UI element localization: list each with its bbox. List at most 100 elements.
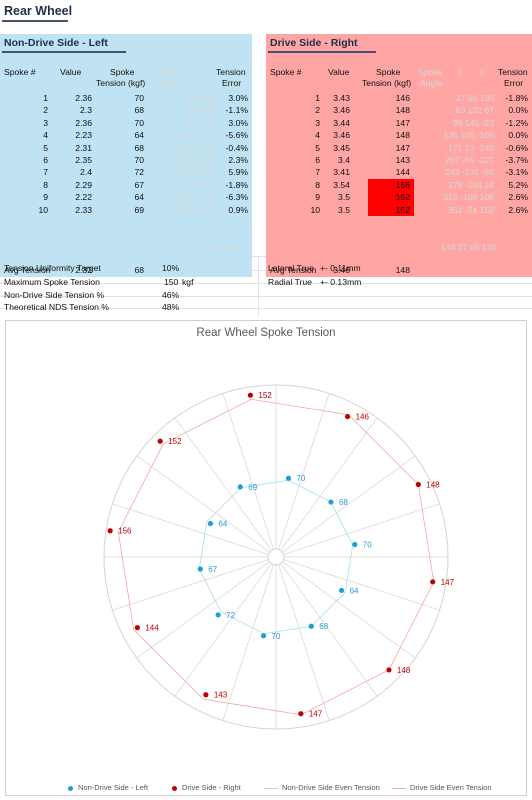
nds-point	[352, 541, 358, 548]
ds-row-value: 3.54	[333, 179, 350, 190]
ds-row-tension: 144	[395, 167, 410, 178]
nds-row-spoke: 4	[43, 130, 48, 141]
radial-true-label: Radial True	[268, 277, 312, 287]
ds-row-tension: 143	[395, 155, 410, 165]
nds-row-error: -1.1%	[225, 105, 248, 116]
max-tension-unit: kgf	[182, 277, 194, 287]
ds-avg-tension: 148	[395, 265, 410, 275]
nds-data-label: 70	[296, 474, 305, 483]
ds-row-highlight	[368, 203, 414, 216]
ds-row-value: 3.46	[333, 105, 350, 116]
ds-row-spoke: 7	[315, 167, 320, 178]
nds-row-value: 2.36	[75, 117, 92, 128]
nds-row-error: 2.3%	[228, 155, 248, 165]
ds-row-angle-xy: 135 105 -105	[443, 130, 494, 141]
ds-header-underline	[268, 51, 376, 53]
ds-row-angle-xy: 243 -131 -65	[445, 167, 494, 178]
nds-data-label: 64	[350, 586, 359, 595]
ds-col-angle-1: Spoke	[418, 67, 443, 77]
ds-point	[298, 711, 304, 717]
angular-gridline	[112, 503, 269, 555]
ds-point	[134, 625, 140, 631]
nds-row-spoke: 7	[43, 167, 48, 178]
ds-row-value: 3.41	[333, 167, 350, 178]
ds-even-tension-line	[117, 398, 435, 716]
nds-col-value: Value	[60, 67, 82, 77]
nds-row-tension: 70	[134, 155, 144, 165]
nds-data-label: 69	[248, 483, 257, 492]
nds-row-error: 5.9%	[228, 167, 248, 178]
ds-data-label: 152	[168, 437, 182, 446]
nds-header-underline	[2, 51, 126, 53]
legend-nds-even-label: Non-Drive Side Even Tension	[282, 783, 380, 792]
legend-ds-label: Drive Side - Right	[182, 783, 241, 792]
nds-row-error: -1.8%	[225, 179, 248, 190]
nds-row-tension: 70	[134, 117, 144, 128]
legend-nds-marker	[68, 786, 73, 791]
ds-data-label: 156	[118, 527, 132, 536]
legend-nds-even-marker	[264, 788, 278, 789]
nds-row-value: 2.4	[80, 167, 92, 178]
uniformity-label: Tension Uniformity Target	[4, 263, 101, 273]
nds-row-angle-xy: 225 -51 -51	[172, 167, 216, 178]
ds-row-tension: 147	[395, 142, 410, 153]
nds-point	[285, 475, 292, 481]
ds-row-error: 2.6%	[508, 192, 528, 203]
lateral-true-label: Lateral True	[268, 263, 314, 273]
ds-row-spoke: 1	[315, 93, 320, 103]
nds-row-spoke: 3	[43, 117, 48, 128]
ds-row-value: 3.5	[338, 192, 350, 203]
nds-row-angle-xy: 261 -66 -10	[172, 179, 216, 190]
angular-gridline	[136, 561, 270, 659]
ds-data-label: 152	[258, 391, 272, 400]
ds-row-tension: 146	[395, 93, 410, 103]
ds-point	[430, 579, 436, 585]
nds-row-value: 2.22	[75, 192, 92, 203]
nds-col-error-2: Error	[222, 78, 242, 88]
ds-row-angle-xy: 207 -65 -127	[445, 155, 494, 165]
ds-row-highlight	[368, 178, 414, 192]
angular-gridline	[174, 417, 272, 551]
ds-row-angle-xy: 315 -108 108	[443, 192, 494, 203]
legend-ds-even-label: Drive Side Even Tension	[410, 783, 492, 792]
ds-data-label: 143	[214, 691, 228, 700]
nds-row-tension: 64	[134, 192, 144, 203]
ds-row-error: -3.7%	[505, 155, 528, 165]
ds-row-spoke: 6	[315, 155, 320, 165]
radial-grid-inner	[267, 548, 285, 566]
nds-row-spoke: 5	[43, 142, 48, 153]
nds-row-error: 0.9%	[228, 204, 248, 215]
nds-row-tension: 68	[134, 105, 144, 116]
nds-row-angle-xy: 45 48 48	[182, 105, 216, 116]
ds-point	[107, 528, 113, 534]
chart-container[interactable]: Rear Wheel Spoke Tension 70 68 70 64 68 70 72 6…	[5, 320, 527, 796]
ds-row-angle-xy: 99 145 -23	[452, 117, 494, 128]
ds-row-value: 3.45	[333, 142, 350, 153]
ds-row-spoke: 8	[315, 179, 320, 190]
ds-row-error: -0.6%	[505, 142, 528, 153]
nds-row-error: -6.3%	[225, 192, 248, 203]
nds-row-angle-xy: 81 68 11	[183, 117, 216, 128]
nds-point	[215, 612, 221, 618]
ds-row-tension: 148	[395, 105, 410, 116]
nds-row-value: 2.29	[75, 179, 92, 190]
ds-data-label: 144	[145, 624, 159, 633]
ds-row-spoke: 2	[315, 105, 320, 116]
nds-row-tension: 64	[134, 130, 144, 141]
ds-row-highlight	[368, 191, 414, 204]
ds-data-label: 146	[356, 413, 370, 422]
ds-col-error-2: Error	[504, 78, 524, 88]
nds-row-error: -0.4%	[225, 142, 248, 153]
sheet-title: Rear Wheel	[4, 4, 73, 18]
nds-header: Non-Drive Side - Left	[4, 37, 108, 49]
nds-row-spoke: 8	[43, 179, 48, 190]
nds-pct-label: Non-Drive Side Tension %	[4, 290, 105, 300]
ds-col-tension-1: Spoke	[376, 67, 401, 77]
ds-col-tension-2: Tension (kgf)	[362, 78, 412, 88]
ds-row-spoke: 9	[315, 192, 320, 203]
ds-avg-label: Avg Tension	[270, 265, 317, 275]
nds-row-value: 2.3	[80, 105, 92, 116]
nds-col-tension-1: Spoke	[110, 67, 135, 77]
nds-point	[197, 566, 203, 572]
nds-row-angle-xy: 333 -31 61	[174, 204, 216, 215]
